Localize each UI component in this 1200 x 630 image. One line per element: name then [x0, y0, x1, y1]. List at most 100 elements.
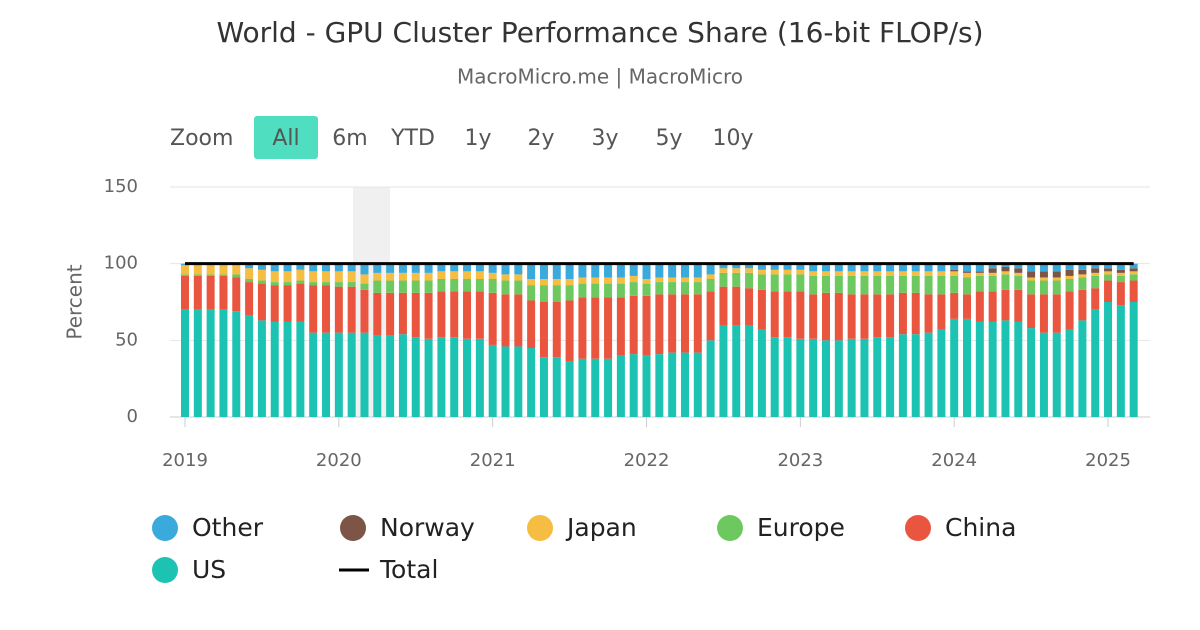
- bar-segment: [475, 338, 484, 417]
- bar-segment: [1014, 272, 1023, 276]
- bar-segment: [732, 268, 741, 273]
- bar-segment: [578, 358, 587, 417]
- bar-segment: [642, 263, 651, 279]
- bar-segment: [334, 332, 343, 417]
- zoom-button[interactable]: 6m: [332, 126, 367, 151]
- bar-segment: [463, 271, 472, 279]
- bar-segment: [757, 274, 766, 290]
- bar-segment: [206, 309, 215, 417]
- bar-segment: [1027, 294, 1036, 329]
- bar-segment: [911, 271, 920, 276]
- legend-label[interactable]: Norway: [380, 513, 475, 542]
- bar-segment: [245, 263, 254, 269]
- bar-segment: [873, 275, 882, 295]
- legend-label[interactable]: Other: [192, 513, 264, 542]
- bar-segment: [1091, 309, 1100, 417]
- bar-segment: [322, 282, 331, 286]
- bar-segment: [1027, 328, 1036, 417]
- bar-segment: [680, 282, 689, 295]
- highlight-band: [353, 187, 390, 417]
- bar-segment: [937, 329, 946, 417]
- bar-segment: [796, 338, 805, 417]
- bar-segment: [834, 271, 843, 276]
- bar-segment: [873, 263, 882, 272]
- bar-segment: [796, 263, 805, 270]
- bar-segment: [463, 279, 472, 292]
- legend-label[interactable]: US: [192, 555, 226, 584]
- bar-segment: [616, 297, 625, 356]
- bar-segment: [373, 263, 382, 273]
- bar-segment: [886, 263, 895, 272]
- bar-segment: [629, 295, 638, 355]
- bar-segment: [629, 354, 638, 417]
- bar-segment: [578, 283, 587, 298]
- bar-segment: [309, 285, 318, 333]
- bar-segment: [488, 279, 497, 293]
- bar-segment: [578, 277, 587, 284]
- legend-label[interactable]: Japan: [565, 513, 637, 542]
- legend-label[interactable]: Europe: [757, 513, 845, 542]
- bar-segment: [193, 265, 202, 275]
- bar-segment: [1129, 280, 1138, 302]
- zoom-button[interactable]: 1y: [464, 126, 491, 151]
- bar-segment: [206, 265, 215, 275]
- bar-segment: [975, 291, 984, 322]
- bar-segment: [809, 338, 818, 417]
- bar-segment: [591, 358, 600, 417]
- bar-segment: [680, 352, 689, 417]
- bar-segment: [898, 334, 907, 417]
- bar-segment: [245, 279, 254, 283]
- bar-segment: [1039, 280, 1048, 295]
- bar-segment: [514, 346, 523, 417]
- bar-segment: [642, 279, 651, 284]
- bar-segment: [1104, 271, 1113, 275]
- bar-segment: [1116, 282, 1125, 306]
- bar-segment: [1116, 275, 1125, 283]
- bar-segment: [1116, 269, 1125, 273]
- bar-segment: [770, 337, 779, 417]
- bar-segment: [796, 291, 805, 339]
- bar-segment: [386, 263, 395, 273]
- bar-segment: [270, 321, 279, 417]
- bar-segment: [463, 291, 472, 339]
- bar-segment: [1104, 268, 1113, 272]
- zoom-button[interactable]: 2y: [527, 126, 554, 151]
- bar-segment: [1052, 277, 1061, 281]
- bar-segment: [245, 315, 254, 417]
- legend-label[interactable]: Total: [379, 555, 438, 584]
- bar-segment: [937, 294, 946, 330]
- bar-segment: [668, 277, 677, 283]
- bar-segment: [552, 285, 561, 302]
- zoom-button[interactable]: 10y: [712, 126, 753, 151]
- bar-segment: [783, 291, 792, 338]
- bar-segment: [1078, 320, 1087, 417]
- bar-segment: [347, 332, 356, 417]
- chart-title: World - GPU Cluster Performance Share (1…: [216, 16, 983, 49]
- bar-segment: [1129, 302, 1138, 417]
- bar-segment: [911, 292, 920, 335]
- zoom-button[interactable]: All: [272, 126, 299, 151]
- bar-segment: [1052, 263, 1061, 272]
- bar-segment: [475, 291, 484, 339]
- bar-segment: [950, 271, 959, 276]
- bar-segment: [655, 263, 664, 278]
- bar-segment: [809, 271, 818, 276]
- zoom-button-bg[interactable]: [254, 116, 318, 159]
- bar-segment: [501, 263, 510, 275]
- bar-segment: [693, 282, 702, 295]
- bar-segment: [1104, 302, 1113, 417]
- zoom-label: Zoom: [170, 126, 233, 151]
- bar-segment: [616, 277, 625, 284]
- bar-segment: [1014, 263, 1023, 269]
- zoom-button[interactable]: 5y: [655, 126, 682, 151]
- bar-segment: [334, 271, 343, 283]
- bar-segment: [257, 283, 266, 321]
- zoom-button[interactable]: 3y: [591, 126, 618, 151]
- bar-segment: [655, 354, 664, 417]
- bar-segment: [527, 285, 536, 301]
- zoom-button[interactable]: YTD: [390, 126, 435, 151]
- bar-segment: [322, 271, 331, 283]
- legend-label[interactable]: China: [945, 513, 1016, 542]
- bar-segment: [847, 338, 856, 417]
- bar-segment: [283, 282, 292, 286]
